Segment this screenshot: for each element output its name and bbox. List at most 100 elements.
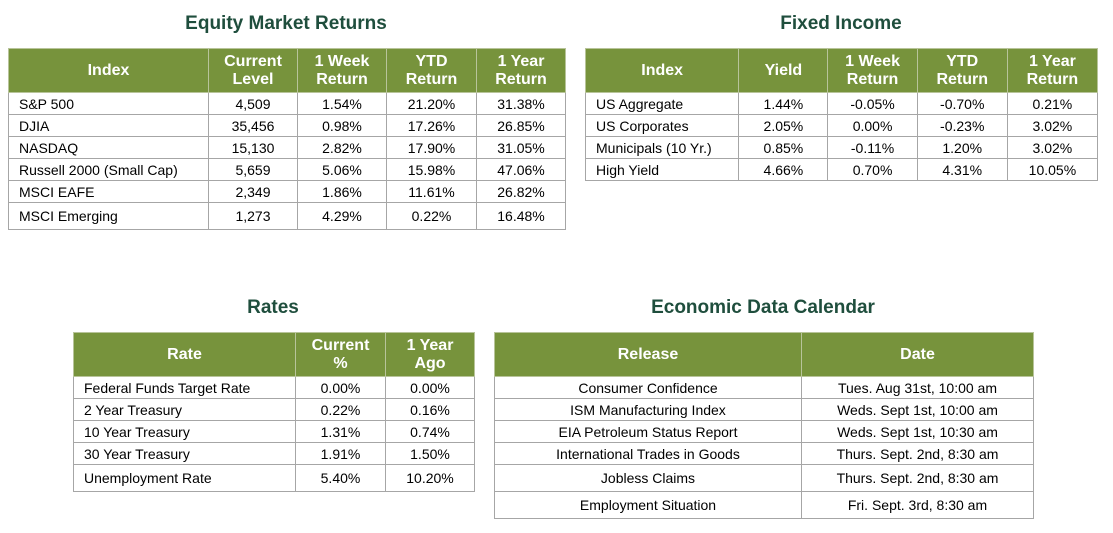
equity-header-current-level: Current Level — [208, 48, 298, 93]
fixed-income-header-row: Index Yield 1 Week Return YTD Return 1 Yea… — [584, 48, 1099, 93]
fixed-cell-year: 3.02% — [1006, 114, 1099, 137]
fixed-cell-index: Municipals (10 Yr.) — [584, 136, 740, 159]
fixed-header-ytd-return: YTD Return — [916, 48, 1008, 93]
equity-cell-index: S&P 500 — [8, 92, 209, 115]
fixed-cell-year: 0.21% — [1006, 92, 1099, 115]
table-row: International Trades in Goods Thurs. Sep… — [494, 442, 1034, 465]
equity-cell-week: 5.06% — [297, 158, 387, 181]
equity-cell-year: 16.48% — [476, 202, 566, 230]
table-row: Unemployment Rate 5.40% 10.20% — [73, 464, 475, 492]
table-row: Municipals (10 Yr.) 0.85% -0.11% 1.20% 3… — [584, 136, 1099, 159]
equity-cell-index: MSCI Emerging — [8, 202, 209, 230]
equity-cell-ytd: 21.20% — [386, 92, 477, 115]
rates-table: Rate Current% 1 Year Ago Federal Funds Ta… — [73, 332, 475, 492]
table-row: US Corporates 2.05% 0.00% -0.23% 3.02% — [584, 114, 1099, 137]
table-row: NASDAQ 15,130 2.82% 17.90% 31.05% — [8, 136, 566, 159]
calendar-cell-release: Consumer Confidence — [494, 376, 802, 399]
equity-cell-level: 4,509 — [208, 92, 298, 115]
equity-cell-level: 35,456 — [208, 114, 298, 137]
table-row: Russell 2000 (Small Cap) 5,659 5.06% 15.… — [8, 158, 566, 181]
calendar-title: Economic Data Calendar — [651, 297, 875, 318]
equity-cell-week: 4.29% — [297, 202, 387, 230]
rates-cell-current: 0.00% — [295, 376, 386, 399]
equity-title: Equity Market Returns — [185, 13, 387, 34]
table-row: MSCI Emerging 1,273 4.29% 0.22% 16.48% — [8, 202, 566, 230]
calendar-cell-release: EIA Petroleum Status Report — [494, 420, 802, 443]
equity-cell-index: MSCI EAFE — [8, 180, 209, 203]
rates-cell-year-ago: 1.50% — [385, 442, 475, 465]
rates-header-rate: Rate — [73, 332, 296, 377]
equity-cell-ytd: 0.22% — [386, 202, 477, 230]
fixed-cell-yield: 1.44% — [738, 92, 829, 115]
fixed-cell-week: -0.11% — [827, 136, 918, 159]
calendar-cell-date: Thurs. Sept. 2nd, 8:30 am — [801, 442, 1034, 465]
calendar-cell-release: International Trades in Goods — [494, 442, 802, 465]
calendar-cell-date: Weds. Sept 1st, 10:00 am — [801, 398, 1034, 421]
fixed-cell-index: US Aggregate — [584, 92, 740, 115]
fixed-cell-index: High Yield — [584, 158, 740, 181]
equity-cell-year: 26.82% — [476, 180, 566, 203]
rates-cell-rate: 10 Year Treasury — [73, 420, 296, 443]
rates-header-row: Rate Current% 1 Year Ago — [73, 332, 475, 377]
equity-cell-week: 2.82% — [297, 136, 387, 159]
table-row: DJIA 35,456 0.98% 17.26% 26.85% — [8, 114, 566, 137]
equity-cell-index: NASDAQ — [8, 136, 209, 159]
table-row: 10 Year Treasury 1.31% 0.74% — [73, 420, 475, 443]
equity-cell-level: 5,659 — [208, 158, 298, 181]
table-row: EIA Petroleum Status Report Weds. Sept 1… — [494, 420, 1034, 443]
fixed-cell-yield: 4.66% — [738, 158, 829, 181]
table-row: US Aggregate 1.44% -0.05% -0.70% 0.21% — [584, 92, 1099, 115]
calendar-header-release: Release — [494, 332, 802, 377]
equity-table: Index Current Level 1 Week Return YTD Retur… — [8, 48, 566, 230]
equity-cell-year: 47.06% — [476, 158, 566, 181]
rates-cell-year-ago: 0.00% — [385, 376, 475, 399]
fixed-cell-ytd: 1.20% — [916, 136, 1008, 159]
rates-cell-rate: Unemployment Rate — [73, 464, 296, 492]
rates-cell-current: 5.40% — [295, 464, 386, 492]
fixed-header-1-week-return: 1 Week Return — [827, 48, 918, 93]
equity-cell-ytd: 15.98% — [386, 158, 477, 181]
rates-cell-year-ago: 0.74% — [385, 420, 475, 443]
rates-cell-rate: 30 Year Treasury — [73, 442, 296, 465]
rates-header-current: Current% — [295, 332, 386, 377]
equity-cell-level: 2,349 — [208, 180, 298, 203]
equity-cell-year: 31.05% — [476, 136, 566, 159]
table-row: ISM Manufacturing Index Weds. Sept 1st, … — [494, 398, 1034, 421]
equity-cell-week: 1.86% — [297, 180, 387, 203]
table-row: S&P 500 4,509 1.54% 21.20% 31.38% — [8, 92, 566, 115]
equity-cell-ytd: 17.90% — [386, 136, 477, 159]
fixed-cell-ytd: -0.70% — [916, 92, 1008, 115]
table-row: Employment Situation Fri. Sept. 3rd, 8:3… — [494, 491, 1034, 519]
fixed-cell-year: 10.05% — [1006, 158, 1099, 181]
calendar-cell-release: ISM Manufacturing Index — [494, 398, 802, 421]
rates-cell-current: 1.91% — [295, 442, 386, 465]
equity-cell-index: DJIA — [8, 114, 209, 137]
equity-cell-ytd: 11.61% — [386, 180, 477, 203]
fixed-header-index: Index — [584, 48, 740, 93]
table-row: Federal Funds Target Rate 0.00% 0.00% — [73, 376, 475, 399]
rates-cell-current: 0.22% — [295, 398, 386, 421]
calendar-cell-date: Weds. Sept 1st, 10:30 am — [801, 420, 1034, 443]
calendar-cell-date: Thurs. Sept. 2nd, 8:30 am — [801, 464, 1034, 492]
calendar-cell-release: Employment Situation — [494, 491, 802, 519]
equity-cell-ytd: 17.26% — [386, 114, 477, 137]
equity-header-1-week-return: 1 Week Return — [297, 48, 387, 93]
rates-cell-year-ago: 10.20% — [385, 464, 475, 492]
table-row: MSCI EAFE 2,349 1.86% 11.61% 26.82% — [8, 180, 566, 203]
equity-cell-year: 26.85% — [476, 114, 566, 137]
rates-cell-current: 1.31% — [295, 420, 386, 443]
rates-cell-rate: 2 Year Treasury — [73, 398, 296, 421]
calendar-table: Release Date Consumer Confidence Tues. A… — [494, 332, 1034, 519]
equity-cell-week: 1.54% — [297, 92, 387, 115]
fixed-cell-yield: 2.05% — [738, 114, 829, 137]
fixed-header-1-year-return: 1 Year Return — [1006, 48, 1099, 93]
fixed-cell-week: -0.05% — [827, 92, 918, 115]
fixed-cell-index: US Corporates — [584, 114, 740, 137]
fixed-income-title: Fixed Income — [780, 13, 902, 34]
fixed-income-table: Index Yield 1 Week Return YTD Return 1 Yea… — [584, 48, 1099, 181]
fixed-cell-ytd: 4.31% — [916, 158, 1008, 181]
calendar-cell-date: Tues. Aug 31st, 10:00 am — [801, 376, 1034, 399]
table-row: High Yield 4.66% 0.70% 4.31% 10.05% — [584, 158, 1099, 181]
rates-cell-rate: Federal Funds Target Rate — [73, 376, 296, 399]
calendar-header-date: Date — [801, 332, 1034, 377]
